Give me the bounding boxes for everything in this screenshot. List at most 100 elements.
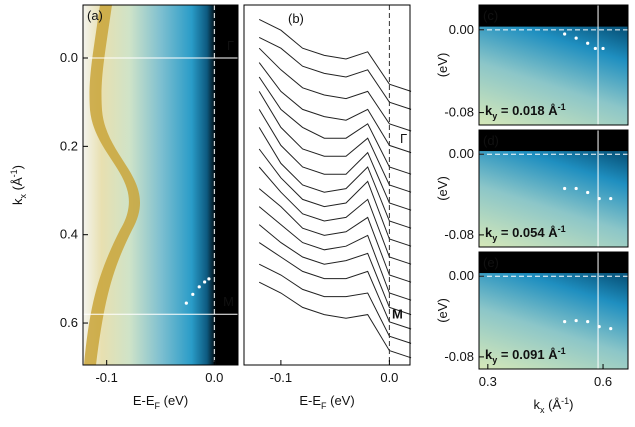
y-tick-label: 0.00 — [449, 268, 474, 283]
panel-note-part: -1 — [558, 102, 566, 112]
y-tick-label: -0.08 — [444, 105, 474, 120]
edc-curve — [258, 76, 412, 175]
reference-label: M — [223, 294, 234, 309]
dispersion-point — [593, 46, 597, 51]
x-axis-label-part: E-E — [133, 393, 155, 408]
panel-note-part: y — [492, 355, 497, 365]
y-tick-label: -0.08 — [444, 349, 474, 364]
dispersion-point — [574, 36, 578, 40]
x-axis-label-part: k — [534, 397, 541, 412]
dispersion-point — [574, 318, 578, 323]
y-axis-label-part: (eV) — [435, 53, 450, 78]
edc-curve — [258, 263, 412, 344]
plot-frame — [478, 4, 629, 126]
dispersion-point — [586, 319, 590, 324]
dispersion-point — [563, 319, 567, 324]
occupied-edge — [479, 130, 628, 152]
y-tick-label: 0.00 — [449, 22, 474, 37]
occupied-edge — [479, 5, 628, 27]
edc-curve — [258, 36, 412, 110]
x-axis-label-part: (eV) — [327, 393, 355, 408]
x-axis-label-part: (Å — [545, 397, 562, 412]
x-axis-label: E-EF (eV) — [299, 393, 354, 411]
panel-label: (d) — [483, 133, 499, 148]
dispersion-point — [184, 301, 188, 305]
y-tick-label: 0.00 — [449, 146, 474, 161]
panel-note-part: k — [485, 347, 493, 362]
panel-note-part: -1 — [558, 346, 566, 356]
panel-note-part: -1 — [558, 224, 566, 234]
y-tick-label: 0.4 — [60, 227, 78, 242]
reference-label: Γ — [227, 38, 234, 53]
dispersion-point — [597, 196, 601, 201]
edc-curve — [258, 166, 412, 265]
x-axis-label-part: E-E — [299, 393, 321, 408]
panel-note-part: y — [492, 111, 497, 121]
panel-note-part: k — [485, 103, 493, 118]
y-tick-label: 0.2 — [60, 138, 78, 153]
x-axis-label-part: ) — [569, 397, 573, 412]
x-axis-label-part: F — [155, 401, 161, 411]
dispersion-point — [574, 186, 578, 191]
plot-frame — [82, 4, 239, 366]
edc-curve — [258, 47, 412, 132]
edc-curve — [258, 148, 412, 247]
dispersion-point — [586, 41, 590, 45]
x-axis-label-part: x — [540, 405, 545, 415]
y-axis-label: (eV) — [435, 298, 450, 323]
edc-curve — [258, 206, 412, 301]
annotation: Γ — [400, 131, 407, 146]
y-axis-label: (eV) — [435, 53, 450, 78]
dispersion-point — [207, 277, 211, 281]
y-tick-label: 0.0 — [60, 50, 78, 65]
y-axis-label-part: ) — [10, 165, 25, 169]
dispersion-point — [609, 196, 613, 201]
x-axis-label-part: F — [321, 401, 327, 411]
edc-curve — [258, 109, 412, 211]
y-axis-label-part: (eV) — [435, 298, 450, 323]
x-axis-label-part: -1 — [561, 396, 569, 406]
y-axis-label-part: x — [18, 193, 28, 198]
panel-note: ky = 0.091 Å-1 — [485, 346, 566, 365]
x-tick-label: 0.0 — [205, 370, 223, 385]
plot-frame — [478, 251, 629, 370]
dispersion-point — [609, 327, 613, 331]
panel-label: (c) — [483, 8, 498, 23]
y-axis-label-part: (eV) — [435, 176, 450, 201]
edc-curve — [258, 127, 412, 229]
dispersion-point — [197, 285, 201, 289]
dispersion-point — [203, 280, 207, 284]
edc-curve — [258, 18, 412, 92]
panel-note-part: y — [492, 233, 497, 243]
x-axis-label: E-EF (eV) — [133, 393, 188, 411]
dispersion-point — [597, 325, 601, 329]
dispersion-point — [586, 190, 590, 195]
edc-curve — [258, 281, 412, 359]
y-axis-label-part: (Å — [10, 177, 25, 194]
x-tick-label: 0.3 — [479, 374, 497, 389]
dispersion-point — [563, 32, 567, 36]
plot-frame — [478, 129, 629, 248]
y-axis-label-part: -1 — [9, 169, 19, 177]
intensity-map — [83, 5, 238, 365]
edc-curve — [258, 242, 412, 330]
panel-note-part: = 0.091 Å — [497, 347, 558, 362]
x-axis-label-part: (eV) — [160, 393, 188, 408]
edc-curve — [258, 224, 412, 316]
panel-note-part: k — [485, 225, 493, 240]
panel-note: ky = 0.054 Å-1 — [485, 224, 566, 243]
dispersion-point — [191, 292, 195, 296]
edc-curve — [258, 188, 412, 283]
annotation: M — [392, 307, 403, 322]
y-axis-label: kx (Å-1) — [9, 165, 28, 205]
y-tick-label: -0.08 — [444, 227, 474, 242]
panel-note-part: = 0.054 Å — [497, 225, 558, 240]
x-tick-label: 0.0 — [380, 370, 398, 385]
edc-curve — [258, 62, 412, 154]
panel-label: (a) — [87, 8, 103, 23]
x-tick-label: 0.6 — [594, 374, 612, 389]
y-axis-label: (eV) — [435, 176, 450, 201]
edc-curve — [258, 91, 412, 193]
dispersion-point — [563, 186, 567, 191]
